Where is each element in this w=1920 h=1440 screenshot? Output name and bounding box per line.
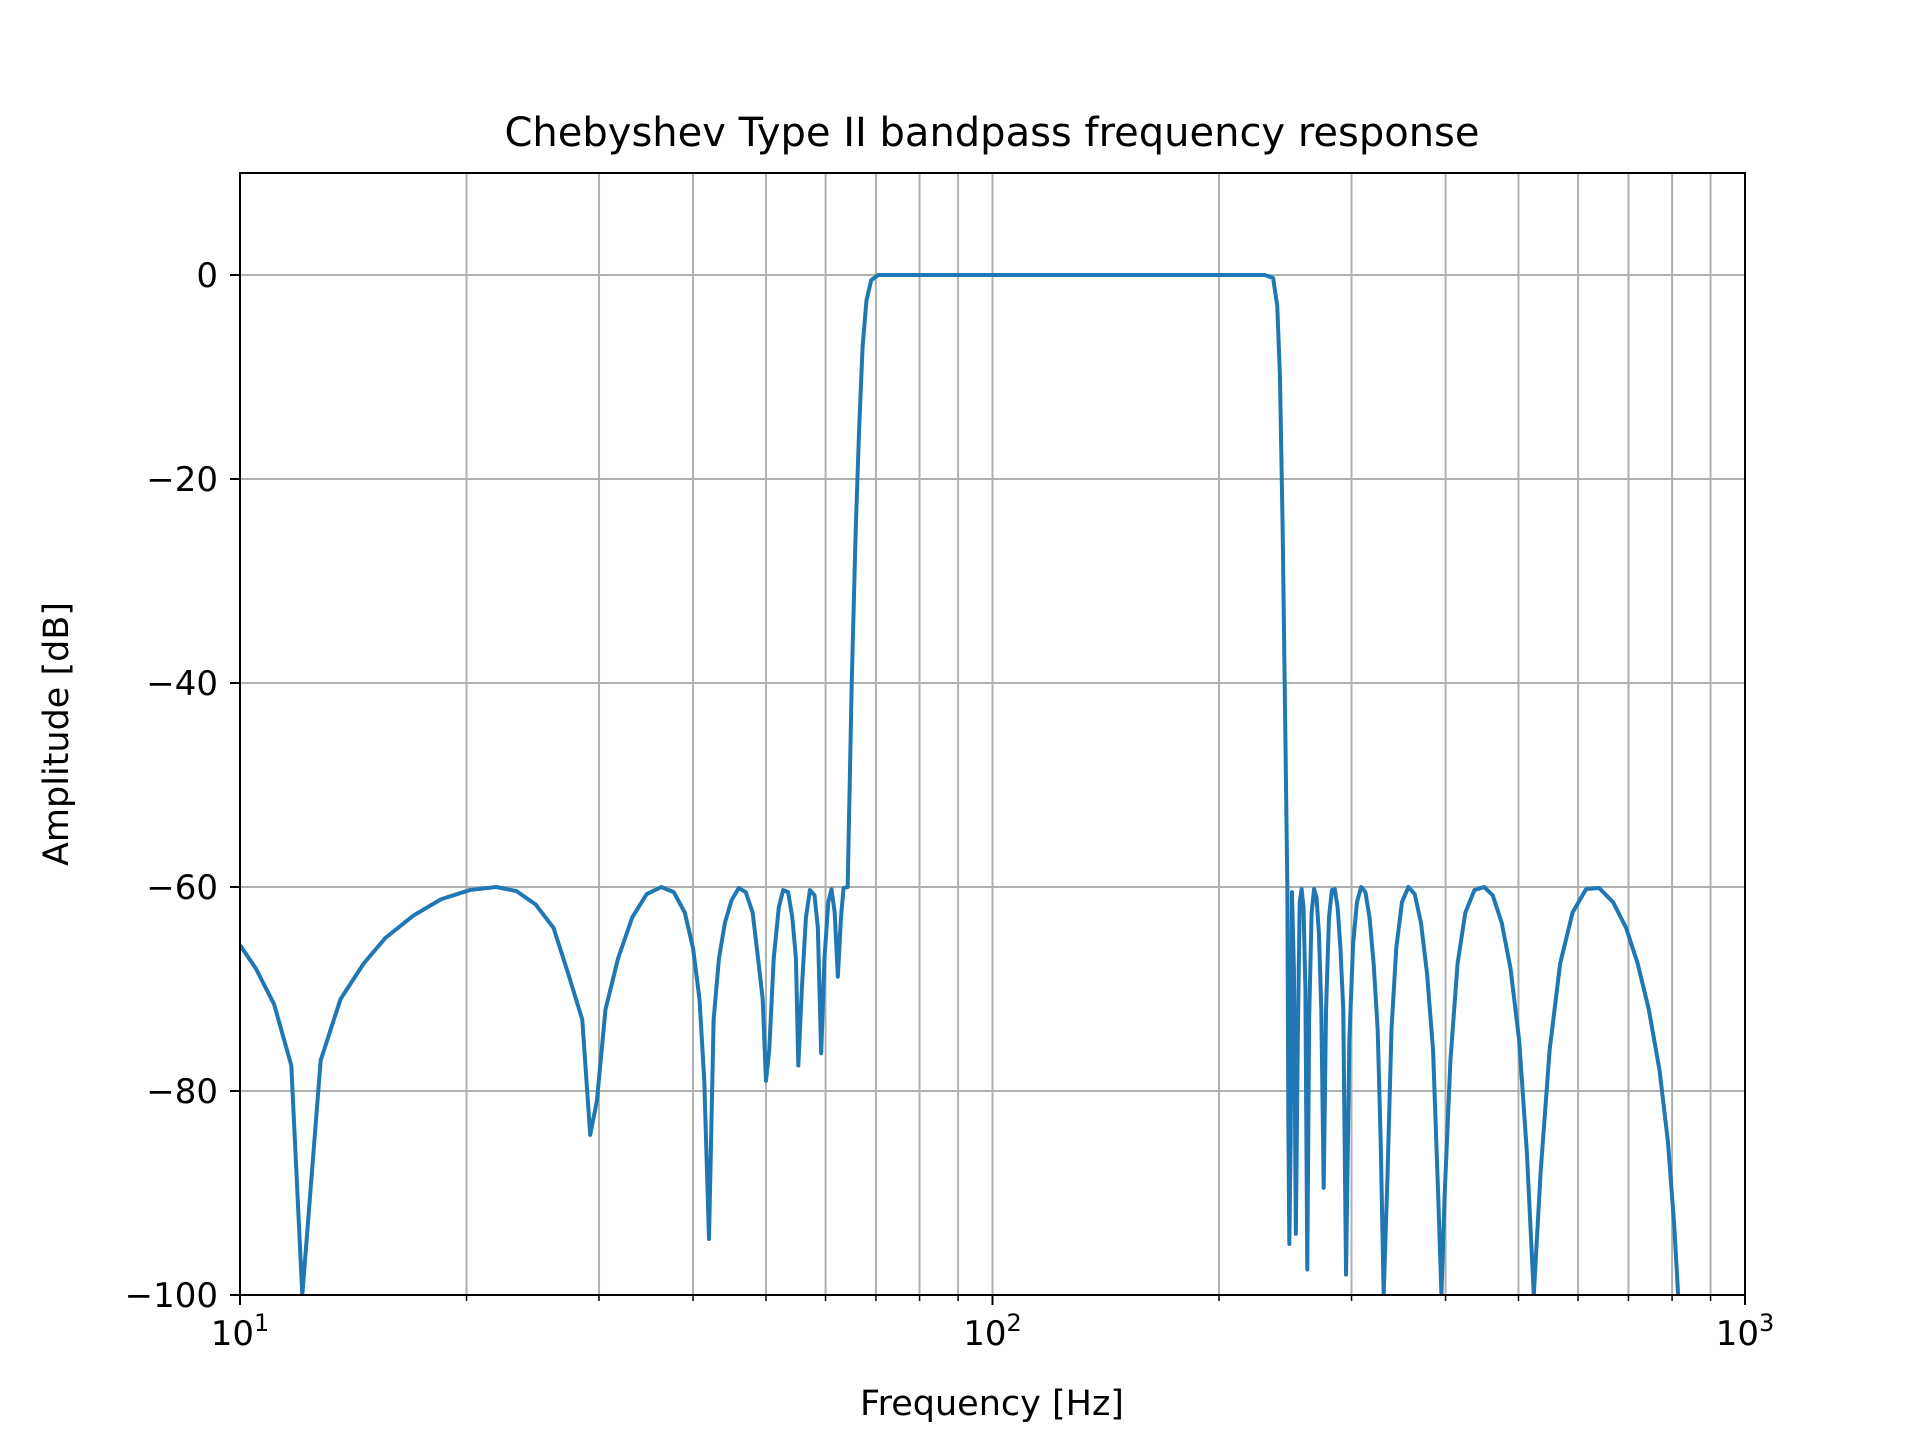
curve-layer: [240, 273, 1681, 1295]
y-axis-label: Amplitude [dB]: [37, 602, 77, 866]
grid: [239, 173, 1746, 1296]
x-tick-label-exponent: 3: [1759, 1309, 1774, 1337]
x-tick-label: 101: [211, 1309, 270, 1354]
y-tick-label: −20: [146, 460, 218, 500]
x-tick-label: 102: [963, 1309, 1022, 1354]
chart-title: Chebyshev Type II bandpass frequency res…: [505, 110, 1480, 156]
x-tick-label-exponent: 2: [1006, 1309, 1021, 1337]
x-tick-label-exponent: 1: [254, 1309, 269, 1337]
x-tick-label: 103: [1716, 1309, 1775, 1354]
y-tick-label: −40: [146, 664, 218, 704]
series-line: [240, 273, 1681, 1295]
y-tick-label: −80: [146, 1072, 218, 1112]
x-axis-label: Frequency [Hz]: [860, 1384, 1124, 1424]
x-tick-label-base: 10: [963, 1314, 1006, 1354]
x-tick-label-base: 10: [1716, 1314, 1759, 1354]
x-tick-label-base: 10: [211, 1314, 254, 1354]
y-tick-label: −100: [125, 1276, 218, 1316]
y-tick-label: 0: [196, 256, 218, 296]
y-tick-label: −60: [146, 868, 218, 908]
